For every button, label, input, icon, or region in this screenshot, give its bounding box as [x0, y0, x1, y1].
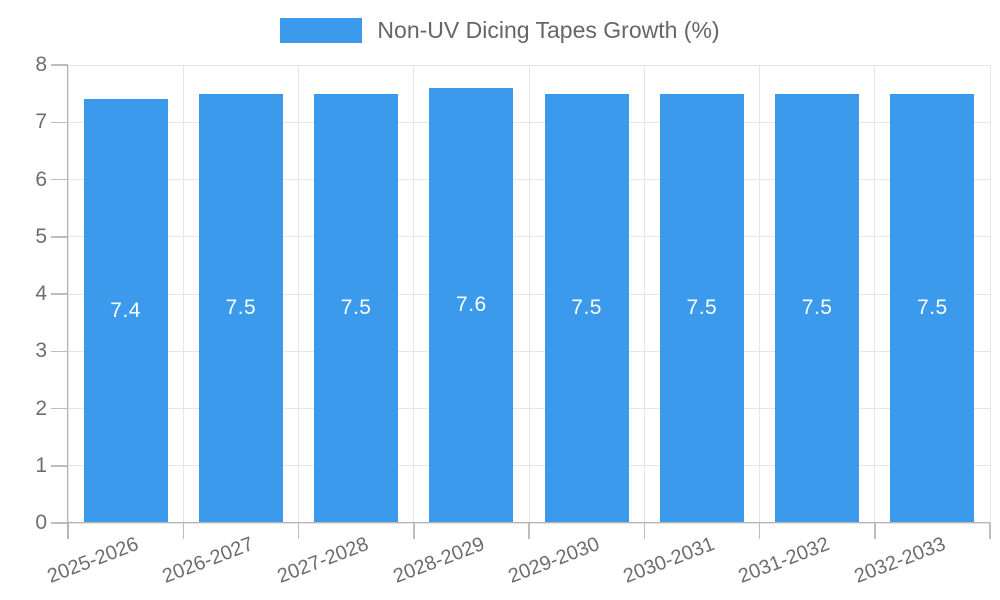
- gridline-vertical: [413, 65, 415, 523]
- y-axis-tick-label: 0: [35, 511, 47, 534]
- y-axis-tick: [51, 64, 68, 66]
- x-axis-line: [68, 521, 990, 523]
- y-axis-tick: [51, 465, 68, 467]
- x-axis-tick-label: 2025-2026: [44, 533, 142, 588]
- bar-value-label: 7.5: [686, 296, 718, 320]
- x-axis-tick-label: 2029-2030: [505, 533, 603, 588]
- bar-value-label: 7.5: [340, 296, 372, 320]
- bar[interactable]: 7.6: [429, 87, 514, 523]
- y-axis-tick-label: 1: [35, 453, 47, 477]
- y-axis-tick-label: 8: [35, 53, 47, 76]
- x-axis-tick-label: 2031-2032: [735, 533, 834, 588]
- x-axis-tick: [758, 523, 761, 539]
- gridline-vertical: [989, 65, 991, 523]
- x-axis-tick: [989, 523, 991, 539]
- gridline-vertical: [759, 65, 760, 523]
- x-axis-tick-label: 2026-2027: [159, 533, 257, 588]
- bar-value-label: 7.5: [917, 296, 948, 320]
- x-axis-tick-label: 2032-2033: [851, 533, 949, 588]
- y-axis-tick-label: 7: [35, 110, 47, 134]
- plot-area: 7.4 7.5 7.5 7.6 7.5 7.5 7.5 7.5: [67, 64, 991, 524]
- x-axis-tick: [182, 523, 184, 539]
- y-axis-tick-label: 2: [35, 396, 47, 420]
- gridline-vertical: [528, 65, 530, 523]
- bar[interactable]: 7.5: [659, 93, 744, 523]
- bar-value-label: 7.5: [225, 296, 257, 320]
- gridline-vertical: [298, 65, 299, 523]
- y-axis-line: [66, 65, 68, 539]
- gridline-vertical: [643, 65, 645, 523]
- x-axis-tick-label: 2028-2029: [390, 533, 488, 588]
- x-axis-tick: [413, 523, 415, 539]
- y-axis-tick: [51, 522, 68, 524]
- bar-value-label: 7.5: [801, 296, 833, 320]
- y-axis-tick-label: 5: [35, 224, 47, 248]
- gridline-vertical: [67, 65, 69, 523]
- bar-value-label: 7.5: [571, 296, 602, 320]
- y-axis-tick-label: 3: [35, 339, 47, 363]
- bar[interactable]: 7.5: [544, 93, 629, 523]
- gridline-vertical: [874, 65, 876, 523]
- x-axis-tick-label: 2027-2028: [274, 533, 373, 588]
- y-axis-tick: [51, 121, 68, 123]
- x-axis-tick: [297, 523, 300, 539]
- bar[interactable]: 7.4: [83, 99, 168, 523]
- x-axis-tick-label: 2030-2031: [620, 533, 718, 588]
- y-axis-tick-label: 4: [35, 282, 47, 305]
- y-axis-tick: [51, 293, 68, 295]
- y-axis-tick-label: 6: [35, 167, 47, 191]
- bar[interactable]: 7.5: [890, 93, 975, 523]
- bar[interactable]: 7.5: [314, 93, 399, 523]
- legend-label: Non-UV Dicing Tapes Growth (%): [377, 17, 720, 43]
- y-axis-tick: [51, 350, 68, 352]
- x-axis-tick: [874, 523, 876, 539]
- x-axis-tick: [528, 523, 530, 539]
- y-axis-tick: [51, 178, 68, 181]
- legend[interactable]: Non-UV Dicing Tapes Growth (%): [0, 18, 1000, 43]
- x-axis-tick: [67, 523, 69, 539]
- legend-swatch: [280, 18, 363, 43]
- bar[interactable]: 7.5: [198, 93, 283, 523]
- bar-value-label: 7.6: [456, 293, 487, 317]
- y-axis-tick: [51, 236, 68, 238]
- x-axis-tick: [643, 523, 645, 539]
- gridline-vertical: [182, 65, 184, 523]
- bar-value-label: 7.4: [110, 299, 141, 323]
- bar[interactable]: 7.5: [775, 93, 860, 523]
- y-axis-tick: [51, 407, 68, 410]
